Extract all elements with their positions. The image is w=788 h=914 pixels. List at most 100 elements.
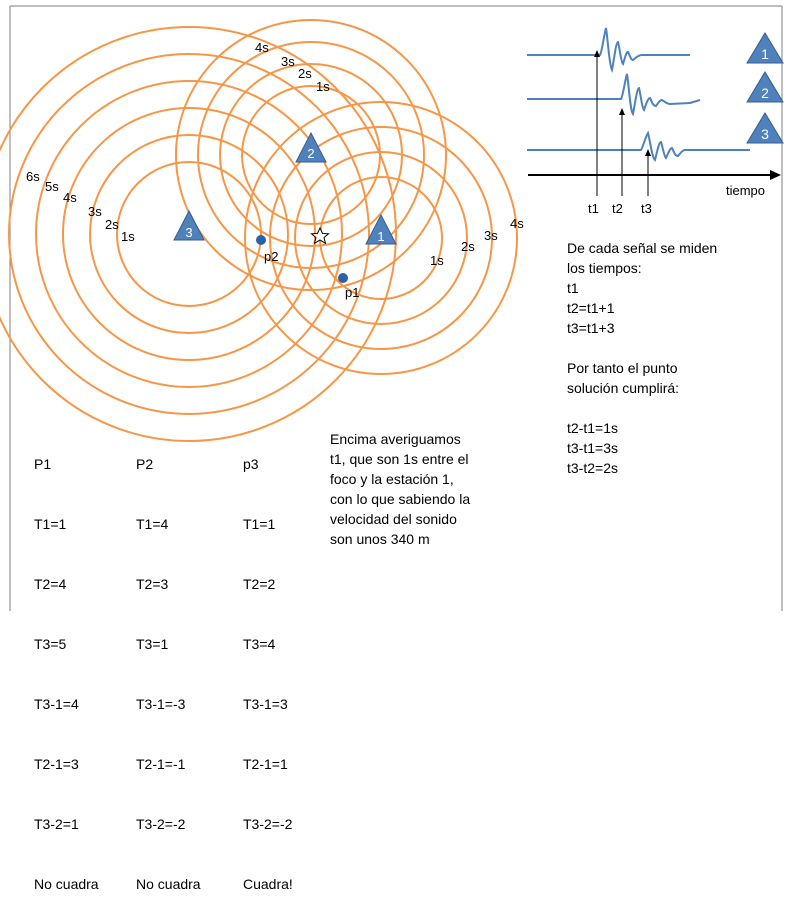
- explanation-line: t2=t1+1: [567, 300, 615, 316]
- ring-label-right-1s: 1s: [430, 253, 444, 268]
- station-1-ring-3: [269, 126, 493, 350]
- point-p2-label: p2: [264, 249, 278, 264]
- time-label-t3: t3: [641, 201, 652, 216]
- ring-label-top-1s: 1s: [316, 79, 330, 94]
- table-header: p3: [243, 456, 259, 472]
- table-row: T3-2=-2: [136, 816, 186, 832]
- diagram-canvas: 3 2 1 p2 p1 4s 3s 2s 1s 6s 5s 4s 3s 2s 1…: [0, 5, 784, 611]
- ring-label-top-2s: 2s: [298, 66, 312, 81]
- time-label-t2: t2: [612, 201, 623, 216]
- table-row: T2=4: [34, 576, 67, 592]
- ring-label-left-1s: 1s: [121, 229, 135, 244]
- table-row: T3-1=3: [243, 696, 288, 712]
- explanation-line: [567, 338, 777, 358]
- station-2-ring-4: [175, 19, 447, 291]
- table-p3: p3 T1=1 T2=2 T3=4 T3-1=3 T2-1=1 T3-2=-2 …: [243, 414, 293, 914]
- trace-3: [527, 130, 750, 162]
- trace-1-station: 1: [746, 32, 784, 64]
- station-3-ring-6: [0, 26, 397, 442]
- table-row: T1=4: [136, 516, 169, 532]
- station-1-triangle: [365, 213, 397, 245]
- note-line: son unos 340 m: [330, 531, 430, 547]
- table-header: P2: [136, 456, 154, 472]
- table-row: T1=1: [34, 516, 67, 532]
- explanation-line: t3-t2=2s: [567, 460, 618, 476]
- seismogram: 1 2 3 tiempo t1 t2 t3: [527, 27, 784, 216]
- note-line: Encima averiguamos: [330, 431, 461, 447]
- explanation-line: t2-t1=1s: [567, 420, 618, 436]
- table-row: T3=5: [34, 636, 67, 652]
- station-2-label: 2: [307, 146, 314, 161]
- table-row: T3-2=1: [34, 816, 79, 832]
- table-p1: P1 T1=1 T2=4 T3=5 T3-1=4 T2-1=3 T3-2=1 N…: [34, 414, 99, 914]
- table-row: T1=1: [243, 516, 276, 532]
- station-3-triangle: [173, 209, 205, 241]
- station-3-ring-5: [8, 53, 370, 415]
- station-3-ring-2: [89, 134, 289, 334]
- explanation-line: t1: [567, 280, 579, 296]
- trace-1: [527, 27, 690, 74]
- t2-arrowhead: [619, 108, 625, 115]
- station-2-ring-3: [197, 41, 425, 269]
- ring-label-right-4s: 4s: [510, 216, 524, 231]
- table-row: T2-1=1: [243, 756, 288, 772]
- trace-1-triangle: [746, 32, 784, 64]
- table-row: No cuadra: [136, 876, 201, 892]
- velocity-note: Encima averiguamos t1, que son 1s entre …: [330, 429, 530, 549]
- table-p2: P2 T1=4 T2=3 T3=1 T3-1=-3 T2-1=-1 T3-2=-…: [136, 414, 201, 914]
- table-row: T2-1=3: [34, 756, 79, 772]
- table-row: T3=1: [136, 636, 169, 652]
- trace-3-label: 3: [761, 126, 769, 142]
- explanation-line: [567, 398, 777, 418]
- table-header: P1: [34, 456, 52, 472]
- station-2-triangle: [295, 131, 327, 163]
- explanation-line: Por tanto el punto: [567, 360, 678, 376]
- table-row: T3=4: [243, 636, 276, 652]
- station-1-label: 1: [377, 229, 384, 244]
- note-line: t1, que son 1s entre el: [330, 451, 469, 467]
- station-3-ring-4: [35, 80, 343, 388]
- point-p2-marker: [256, 235, 266, 245]
- table-row: T2=2: [243, 576, 276, 592]
- explanation-text: De cada señal se miden los tiempos: t1 t…: [567, 238, 777, 478]
- wavefront-rings: [0, 19, 518, 442]
- ring-label-left-5s: 5s: [45, 179, 59, 194]
- station-1-ring-4: [244, 101, 518, 375]
- t3-arrowhead: [645, 149, 651, 156]
- table-row: T3-2=-2: [243, 816, 293, 832]
- trace-2-station: 2: [746, 71, 784, 103]
- table-row: T2-1=-1: [136, 756, 186, 772]
- point-p1-marker: [338, 273, 348, 283]
- explanation-line: t3-t1=3s: [567, 440, 618, 456]
- explanation-line: solución cumplirá:: [567, 380, 680, 396]
- note-line: foco y la estación 1,: [330, 471, 454, 487]
- t1-arrowhead: [594, 50, 600, 57]
- station-1: 1: [365, 213, 397, 245]
- trace-1-label: 1: [761, 46, 769, 62]
- table-row: No cuadra: [34, 876, 99, 892]
- trace-2-label: 2: [761, 85, 769, 101]
- trace-3-triangle: [746, 112, 784, 144]
- station-2: 2: [295, 131, 327, 163]
- ring-label-left-2s: 2s: [105, 217, 119, 232]
- explanation-line: los tiempos:: [567, 260, 642, 276]
- table-row: Cuadra!: [243, 876, 293, 892]
- ring-label-left-4s: 4s: [63, 190, 77, 205]
- time-axis-arrowhead: [770, 170, 781, 180]
- table-row: T3-1=-3: [136, 696, 186, 712]
- station-3-ring-1: [116, 161, 262, 307]
- station-1-ring-2: [294, 151, 468, 325]
- explanation-line: t3=t1+3: [567, 320, 615, 336]
- note-line: con lo que sabiendo la: [330, 491, 471, 507]
- station-3-label: 3: [185, 225, 192, 240]
- time-label-t1: t1: [588, 201, 599, 216]
- table-row: T2=3: [136, 576, 169, 592]
- note-line: velocidad del sonido: [330, 511, 457, 527]
- station-2-ring-1: [241, 85, 381, 225]
- trace-2-triangle: [746, 71, 784, 103]
- point-p1-label: p1: [345, 285, 359, 300]
- station-3: 3: [173, 209, 205, 241]
- ring-label-left-6s: 6s: [26, 169, 40, 184]
- table-row: T3-1=4: [34, 696, 79, 712]
- trace-3-station: 3: [746, 112, 784, 144]
